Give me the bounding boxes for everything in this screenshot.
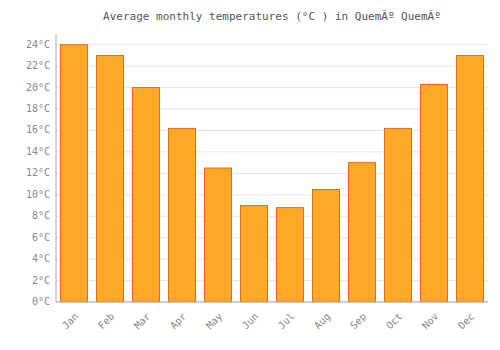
bar (133, 88, 160, 302)
y-tick-label: 12°C (26, 167, 50, 178)
x-tick-label: Sep (348, 311, 369, 332)
bar (457, 55, 484, 302)
bar (169, 128, 196, 302)
x-tick-label: Oct (384, 311, 405, 332)
grid-line (56, 44, 488, 45)
y-tick-label: 6°C (32, 232, 50, 243)
x-axis-line (56, 302, 488, 303)
bar (277, 208, 304, 302)
x-tick-label: May (204, 311, 225, 332)
y-tick-label: 4°C (32, 253, 50, 264)
y-tick-label: 16°C (26, 124, 50, 135)
bar (241, 206, 268, 302)
y-tick-label: 14°C (26, 146, 50, 157)
y-tick-label: 18°C (26, 103, 50, 114)
y-tick-label: 8°C (32, 210, 50, 221)
bar (421, 84, 448, 302)
y-tick-label: 22°C (26, 60, 50, 71)
y-tick-label: 24°C (26, 39, 50, 50)
grid (56, 45, 488, 302)
x-tick-label: Nov (420, 311, 441, 332)
y-tick-label: 10°C (26, 189, 50, 200)
x-tick-label: Aug (312, 311, 333, 332)
bar (385, 128, 412, 302)
x-tick-label: Jun (240, 311, 261, 332)
x-tick-label: Apr (168, 311, 189, 332)
bar (349, 163, 376, 302)
x-tick-label: Feb (96, 311, 117, 332)
chart-container: Average monthly temperatures (°C ) in Qu… (0, 0, 500, 350)
x-tick-label: Jan (60, 311, 81, 332)
x-tick-label: Mar (132, 311, 153, 332)
bar (97, 55, 124, 302)
x-axis: Jan Feb Mar Apr May Jun Jul Aug Sep Oct Nov Dec (60, 311, 477, 332)
y-axis: 0°C 2°C 4°C 6°C 8°C 10°C 12°C 14°C 16°C 18°C 20°C 2… (26, 39, 50, 307)
y-tick-label: 0°C (32, 296, 50, 307)
y-tick-label: 20°C (26, 82, 50, 93)
y-axis-line (56, 34, 57, 302)
x-tick-label: Jul (276, 311, 297, 332)
y-tick-label: 2°C (32, 275, 50, 286)
bar (61, 45, 88, 302)
bar (205, 168, 232, 302)
chart: Average monthly temperatures (°C ) in Qu… (0, 0, 500, 350)
x-tick-label: Dec (456, 311, 477, 332)
title: Average monthly temperatures (°C ) in Qu… (103, 10, 441, 23)
bars (61, 45, 484, 302)
grid-line (56, 302, 488, 303)
bar (313, 189, 340, 302)
